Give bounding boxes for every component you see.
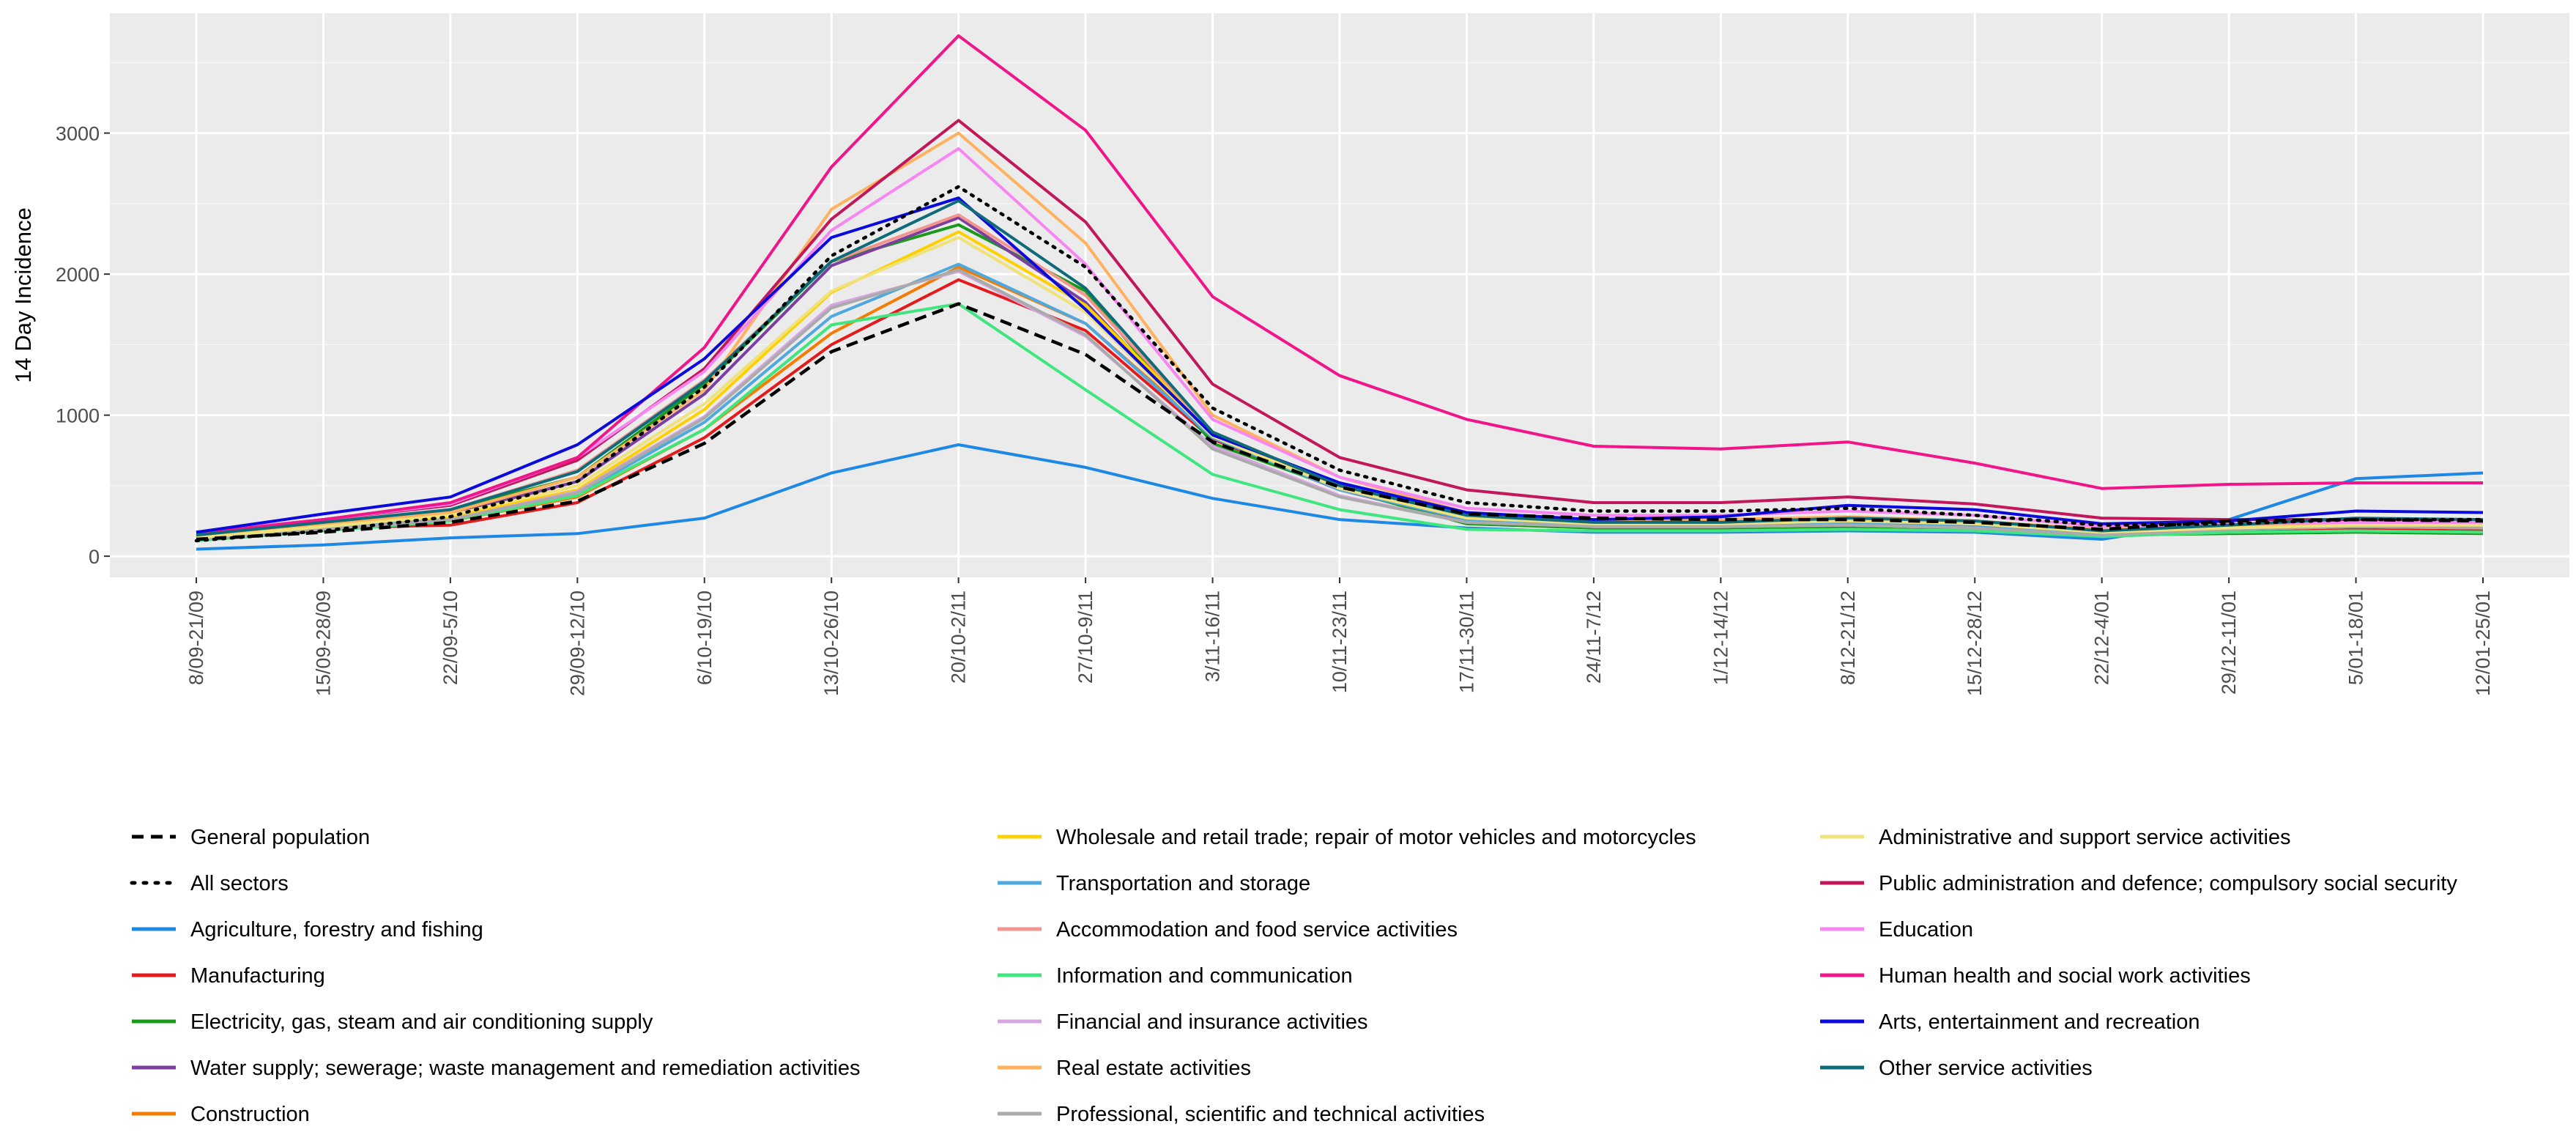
x-tick-label: 1/12-14/12 — [1710, 591, 1731, 685]
legend-label: All sectors — [190, 872, 289, 895]
legend-label: Accommodation and food service activitie… — [1056, 918, 1458, 942]
x-tick-label: 17/11-30/11 — [1455, 591, 1477, 693]
x-tick-label: 8/12-21/12 — [1837, 591, 1859, 685]
legend-item: Public administration and defence; compu… — [1820, 872, 2457, 895]
legend-label: Education — [1879, 918, 1973, 942]
legend-label: Transportation and storage — [1056, 872, 1310, 895]
y-tick-label: 1000 — [56, 405, 100, 427]
legend: General population All sectors Agriculture… — [130, 826, 2457, 1126]
legend-item: Administrative and support service activ… — [1820, 826, 2291, 849]
series-line — [196, 302, 2484, 541]
legend-item: Other service activities — [1820, 1057, 2093, 1080]
legend-label: Public administration and defence; compu… — [1879, 872, 2457, 895]
legend-item: Accommodation and food service activitie… — [998, 918, 1458, 942]
legend-label: Agriculture, forestry and fishing — [190, 918, 483, 942]
legend-label: Administrative and support service activ… — [1879, 826, 2291, 849]
legend-item: Arts, entertainment and recreation — [1820, 1010, 2200, 1034]
legend-label: Water supply; sewerage; waste management… — [190, 1057, 861, 1080]
legend-label: Electricity, gas, steam and air conditio… — [190, 1010, 653, 1034]
legend-item: Construction — [132, 1103, 310, 1126]
series-line — [196, 34, 2483, 536]
legend-item: Real estate activities — [998, 1057, 1251, 1080]
legend-item: Manufacturing — [132, 964, 325, 988]
x-tick-label: 27/10-9/11 — [1074, 591, 1096, 684]
legend-item: Electricity, gas, steam and air conditio… — [132, 1010, 653, 1034]
x-tick-label: 29/09-12/10 — [566, 591, 588, 696]
legend-label: Professional, scientific and technical a… — [1056, 1103, 1485, 1126]
legend-label: General population — [190, 826, 370, 849]
series-line — [196, 119, 2483, 534]
x-tick-label: 6/10-19/10 — [694, 591, 716, 685]
legend-label: Arts, entertainment and recreation — [1879, 1010, 2200, 1034]
legend-item: Wholesale and retail trade; repair of mo… — [998, 826, 1696, 849]
x-tick-label: 15/09-28/09 — [312, 591, 334, 696]
legend-item: Information and communication — [998, 964, 1353, 988]
legend-label: Manufacturing — [190, 964, 325, 988]
y-axis: 0 1000 2000 3000 — [56, 123, 110, 568]
series-layer — [194, 34, 2485, 551]
x-tick-label: 15/12-28/12 — [1964, 591, 1986, 696]
legend-item: Financial and insurance activities — [998, 1010, 1368, 1034]
x-tick-label: 3/11-16/11 — [1202, 591, 1224, 682]
x-tick-label: 29/12-11/01 — [2218, 591, 2240, 695]
y-tick-label: 0 — [89, 546, 100, 568]
x-tick-label: 5/01-18/01 — [2345, 591, 2367, 685]
legend-label: Financial and insurance activities — [1056, 1010, 1368, 1034]
x-tick-label: 20/10-2/11 — [948, 591, 970, 684]
legend-label: Construction — [190, 1103, 310, 1126]
x-tick-label: 22/12-4/01 — [2091, 591, 2113, 685]
legend-item: Education — [1820, 918, 1973, 942]
series-line — [196, 268, 2484, 541]
legend-item: General population — [132, 826, 370, 849]
x-tick-label: 12/01-25/01 — [2472, 591, 2494, 696]
x-tick-label: 10/11-23/11 — [1329, 591, 1351, 693]
legend-item: Professional, scientific and technical a… — [998, 1103, 1485, 1126]
legend-label: Information and communication — [1056, 964, 1353, 988]
series-line — [196, 443, 2484, 551]
legend-item: All sectors — [130, 872, 289, 895]
legend-item: Water supply; sewerage; waste management… — [132, 1057, 861, 1080]
y-axis-title: 14 Day Incidence — [10, 207, 36, 383]
legend-item: Agriculture, forestry and fishing — [132, 918, 483, 942]
x-axis: 8/09-21/09 15/09-28/09 22/09-5/10 29/09-12/… — [185, 577, 2494, 696]
x-tick-label: 24/11-7/12 — [1583, 591, 1605, 684]
legend-item: Human health and social work activities — [1820, 964, 2251, 988]
legend-item: Transportation and storage — [998, 872, 1310, 895]
legend-label: Human health and social work activities — [1879, 964, 2251, 988]
x-tick-label: 22/09-5/10 — [439, 591, 461, 685]
legend-label: Wholesale and retail trade; repair of mo… — [1056, 826, 1696, 849]
series-line — [194, 185, 2485, 543]
legend-label: Other service activities — [1879, 1057, 2093, 1080]
x-tick-label: 8/09-21/09 — [185, 591, 207, 685]
y-tick-label: 3000 — [56, 123, 100, 145]
legend-label: Real estate activities — [1056, 1057, 1251, 1080]
x-tick-label: 13/10-26/10 — [820, 591, 842, 696]
y-tick-label: 2000 — [56, 264, 100, 286]
